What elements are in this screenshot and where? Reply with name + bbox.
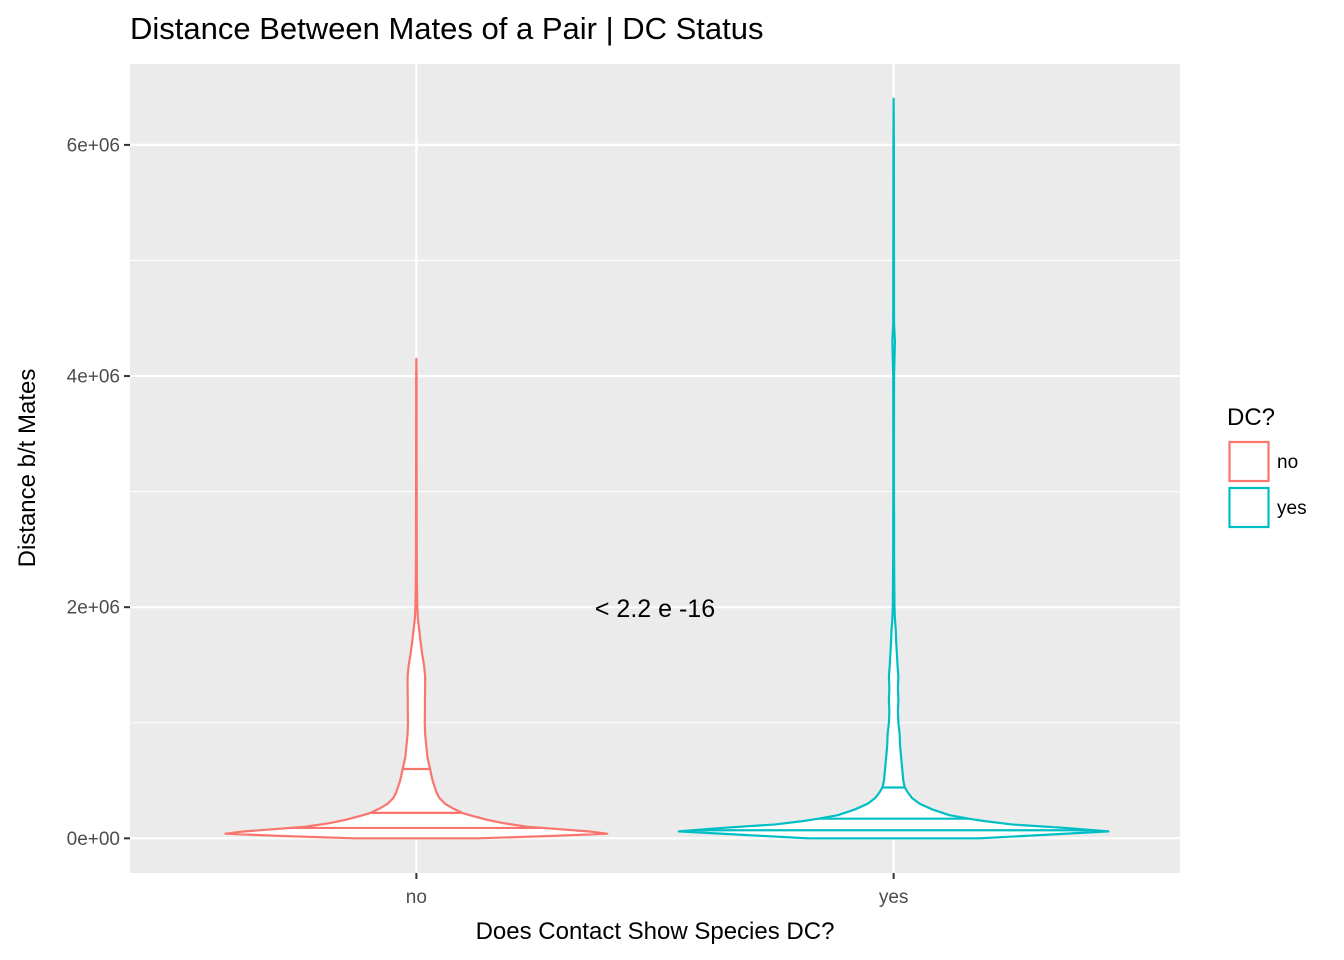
plot-panel: [130, 64, 1180, 873]
x-axis-title: Does Contact Show Species DC?: [476, 918, 835, 945]
y-tick-label: 4e+06: [67, 367, 120, 388]
violin-no: [224, 357, 609, 840]
y-tick-label: 2e+06: [67, 598, 120, 619]
x-tick-label: no: [406, 887, 427, 908]
y-axis-title: Distance b/t Mates: [14, 369, 41, 568]
chart-title: Distance Between Mates of a Pair | DC St…: [130, 11, 764, 46]
legend-key-no: [1228, 440, 1270, 483]
y-tick-label: 6e+06: [67, 135, 120, 156]
x-tick-label: yes: [879, 887, 909, 908]
legend-title: DC?: [1227, 404, 1275, 431]
legend-label-no: no: [1277, 452, 1298, 473]
axes: 0e+00 2e+06 4e+06 6e+06 no yes: [67, 135, 909, 908]
legend-label-yes: yes: [1277, 498, 1307, 519]
p-value-annotation: < 2.2 e -16: [595, 595, 715, 623]
violins: [224, 97, 1110, 840]
legend: DC? no yes: [1227, 404, 1307, 529]
violin-yes: [677, 97, 1110, 840]
y-tick-label: 0e+00: [67, 829, 120, 850]
legend-key-yes: [1228, 486, 1270, 529]
